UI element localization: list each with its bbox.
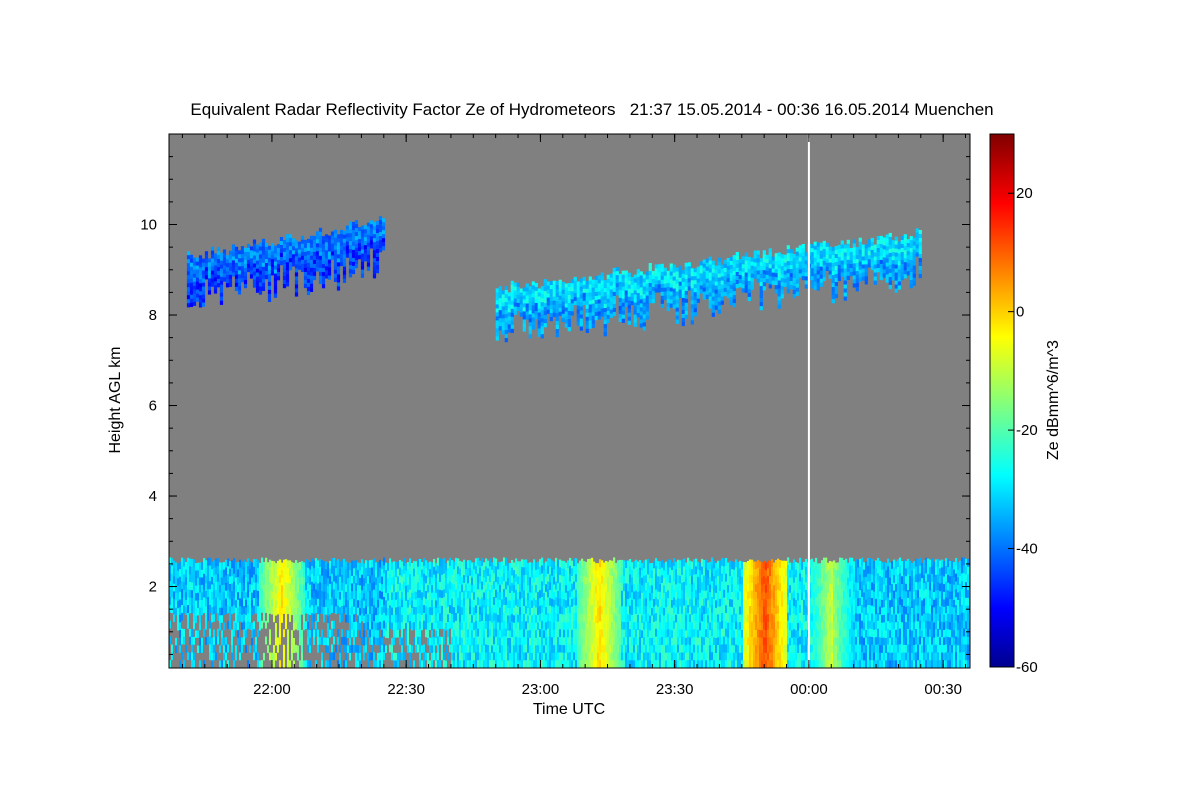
y-tick-label: 10: [140, 217, 157, 234]
high-cloud-main: [495, 228, 922, 343]
colorbar-tick-label: 0: [1016, 304, 1024, 321]
x-axis-label: Time UTC: [533, 701, 605, 718]
boundary-layer-echo: [169, 557, 970, 668]
x-tick-label: 23:00: [522, 681, 560, 698]
plot-frame: [168, 133, 971, 669]
high-cloud-early: [186, 216, 386, 308]
y-tick-label: 8: [149, 307, 157, 324]
x-tick-label: 23:30: [656, 681, 694, 698]
y-tick-label: 4: [149, 488, 157, 505]
colorbar-tick-label: -60: [1016, 659, 1038, 676]
y-tick-label: 2: [149, 579, 157, 596]
colorbar: [989, 133, 1015, 668]
x-tick-label: 00:00: [790, 681, 828, 698]
colorbar-tick-label: -20: [1016, 422, 1038, 439]
colorbar-label: Ze dBmm^6/m^3: [1045, 340, 1062, 460]
y-tick-label: 6: [149, 398, 157, 415]
x-tick-label: 00:30: [924, 681, 962, 698]
y-axis-label: Height AGL km: [107, 346, 124, 453]
colorbar-tick-label: -40: [1016, 541, 1038, 558]
x-tick-label: 22:30: [387, 681, 425, 698]
colorbar-tick-label: 20: [1016, 185, 1033, 202]
chart-title: Equivalent Radar Reflectivity Factor Ze …: [190, 100, 993, 119]
x-tick-label: 22:00: [253, 681, 291, 698]
